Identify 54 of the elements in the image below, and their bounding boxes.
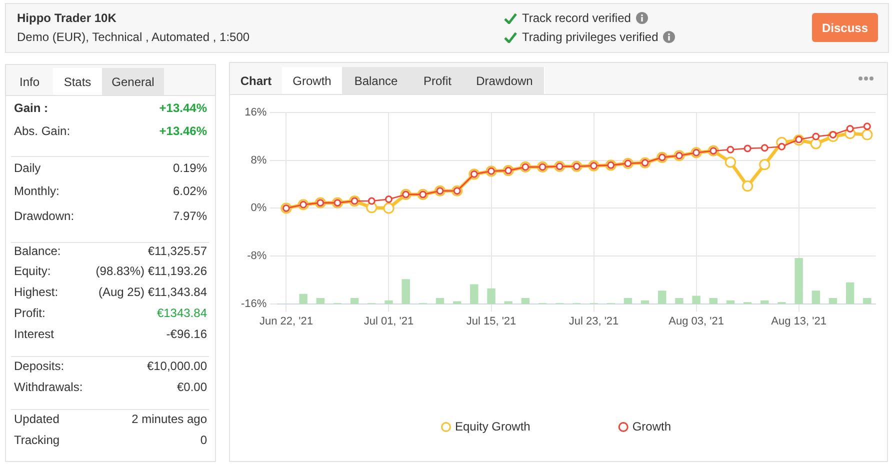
text: Monthly:: [14, 184, 60, 198]
legend-label: Equity Growth: [454, 419, 530, 434]
text: Drawdown: [465, 67, 545, 94]
text: Profit:: [14, 306, 46, 320]
text: Trading privileges verified: [522, 30, 658, 44]
text: (Aug 25) €11,343.84: [98, 285, 207, 299]
y-tick-label: 8%: [250, 154, 267, 166]
text: General: [102, 68, 164, 95]
text: Withdrawals:: [14, 380, 83, 394]
text: Highest:: [14, 285, 58, 299]
text: 0: [200, 433, 207, 447]
text: Deposits:: [14, 359, 64, 373]
text: Equity:: [14, 264, 51, 278]
text: Updated: [14, 412, 60, 426]
text: Hippo Trader 10K: [17, 11, 116, 25]
x-tick-label: Jul 01, '21: [364, 315, 414, 328]
text: +13.44%: [159, 101, 207, 115]
text: Growth: [282, 67, 342, 94]
text: €11,325.57: [148, 244, 207, 258]
text: (98.83%) €11,193.26: [96, 264, 207, 278]
text: Chart: [239, 72, 273, 90]
text: Abs. Gain:: [14, 124, 70, 138]
text: Daily: [14, 161, 41, 175]
x-tick-label: Jun 22, '21: [259, 315, 313, 328]
text: 7.97%: [172, 209, 207, 223]
text: €0.00: [176, 380, 207, 394]
y-tick-label: 16%: [244, 106, 267, 119]
text: Interest: [14, 327, 54, 341]
text: Info: [18, 74, 40, 90]
text: +13.46%: [159, 124, 207, 138]
text: Tracking: [14, 433, 60, 447]
y-tick-label: 0%: [250, 202, 267, 214]
text: -€96.16: [166, 327, 207, 341]
x-tick-label: Jul 23, '21: [568, 315, 619, 328]
text: 6.02%: [172, 184, 207, 198]
text: Stats: [53, 68, 102, 95]
text: Discuss: [812, 13, 878, 42]
text: Balance:: [14, 244, 61, 258]
text: Balance: [342, 67, 411, 94]
text: Profit: [410, 67, 466, 94]
text: 2 minutes ago: [132, 412, 207, 426]
x-tick-label: Jul 15, '21: [466, 315, 516, 328]
text: 0.19%: [172, 161, 207, 175]
y-tick-label: -8%: [247, 250, 267, 262]
text: €1343.84: [156, 306, 207, 320]
legend-label: Growth: [632, 419, 672, 434]
text: Track record verified: [522, 11, 631, 25]
y-tick-label: -16%: [240, 298, 267, 310]
text: Gain :: [14, 101, 48, 115]
x-tick-label: Aug 13, '21: [771, 315, 826, 328]
text: Demo (EUR), Technical , Automated , 1:500: [17, 30, 250, 44]
text: €10,000.00: [146, 359, 207, 373]
x-tick-label: Aug 03, '21: [668, 315, 724, 328]
text: Drawdown:: [14, 209, 74, 223]
